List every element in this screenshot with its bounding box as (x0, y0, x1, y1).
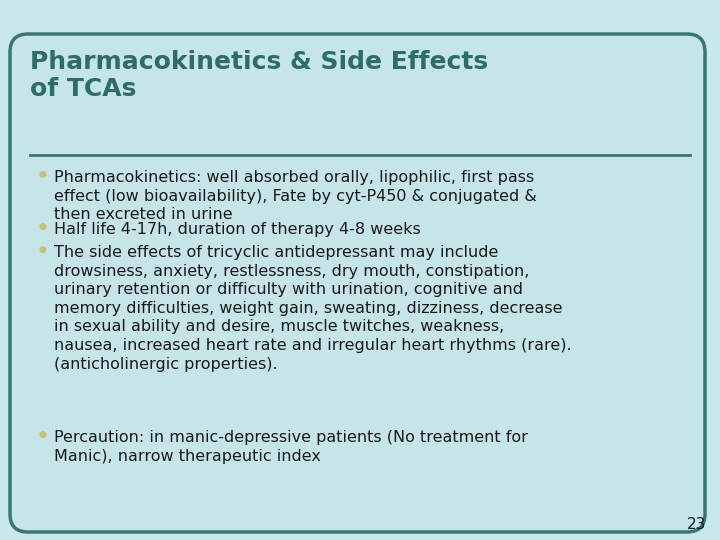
FancyBboxPatch shape (10, 34, 705, 532)
Text: ●: ● (38, 170, 46, 179)
Text: ●: ● (38, 245, 46, 254)
Text: Pharmacokinetics & Side Effects
of TCAs: Pharmacokinetics & Side Effects of TCAs (30, 50, 488, 101)
Text: ●: ● (38, 222, 46, 231)
Text: ●: ● (38, 430, 46, 439)
Text: Half life 4-17h, duration of therapy 4-8 weeks: Half life 4-17h, duration of therapy 4-8… (54, 222, 420, 237)
Text: Pharmacokinetics: well absorbed orally, lipophilic, first pass
effect (low bioav: Pharmacokinetics: well absorbed orally, … (54, 170, 537, 222)
Text: Percaution: in manic-depressive patients (No treatment for
Manic), narrow therap: Percaution: in manic-depressive patients… (54, 430, 528, 464)
Text: 23: 23 (687, 517, 706, 532)
Text: The side effects of tricyclic antidepressant may include
drowsiness, anxiety, re: The side effects of tricyclic antidepres… (54, 245, 572, 372)
